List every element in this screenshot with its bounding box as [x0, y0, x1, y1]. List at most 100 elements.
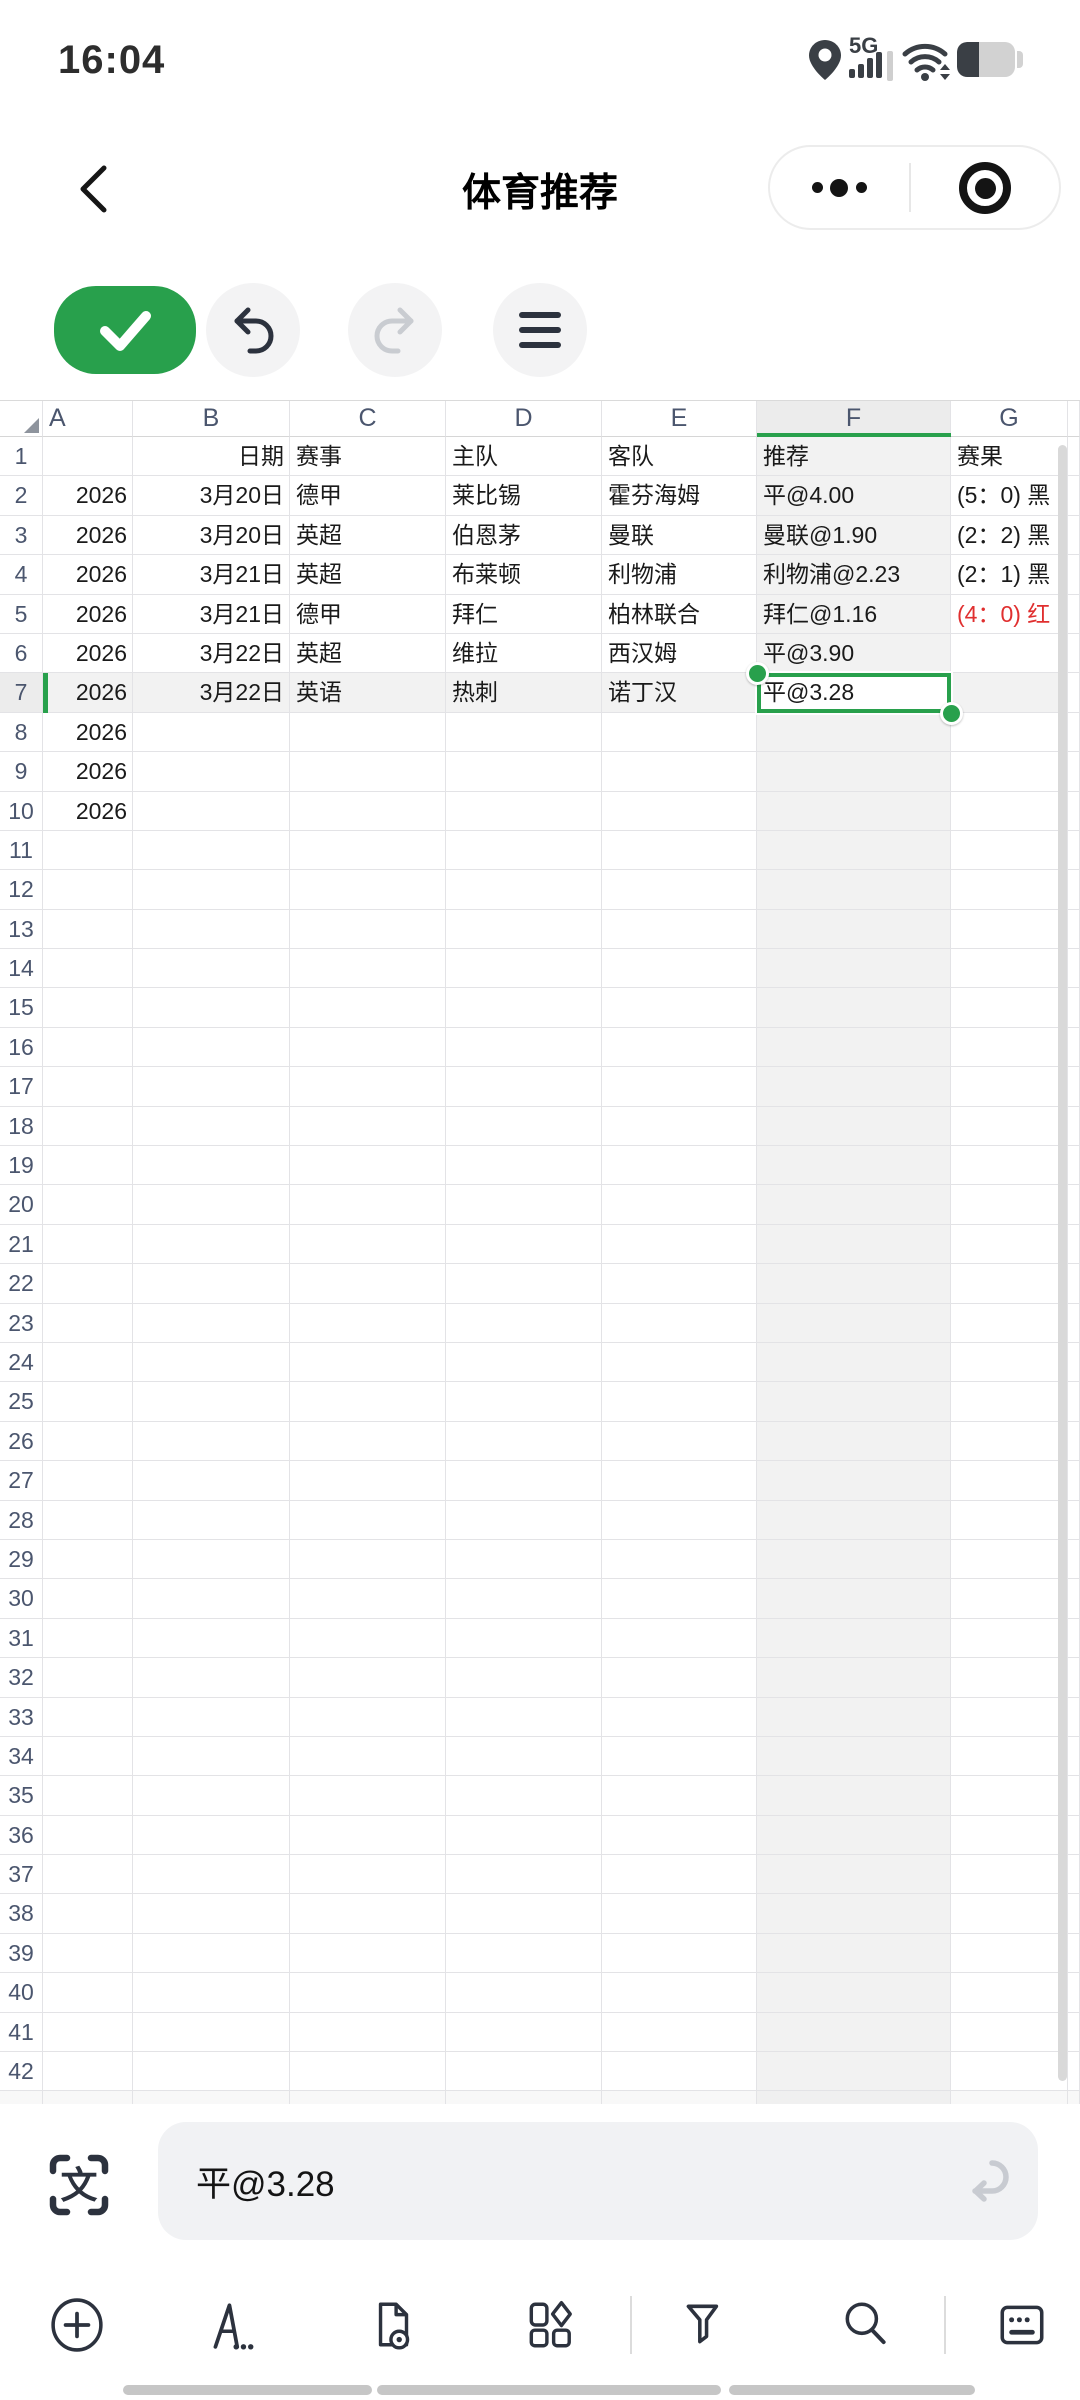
cell-G23[interactable] [951, 1303, 1068, 1343]
cell-B27[interactable] [133, 1461, 290, 1501]
cell-F6[interactable]: 平@3.90 [757, 633, 951, 674]
cell-D40[interactable] [446, 1973, 602, 2013]
cell-C37[interactable] [290, 1855, 446, 1895]
cell-B25[interactable] [133, 1382, 290, 1422]
cell-G30[interactable] [951, 1579, 1068, 1619]
cell-C15[interactable] [290, 988, 446, 1028]
row-header-16[interactable]: 16 [0, 1027, 43, 1068]
font-format-button[interactable] [204, 2298, 258, 2357]
cell-C19[interactable] [290, 1146, 446, 1186]
cell-A28[interactable] [43, 1500, 133, 1540]
cell-F39[interactable] [757, 1933, 951, 1974]
cell-D25[interactable] [446, 1382, 602, 1422]
cell-A35[interactable] [43, 1776, 133, 1816]
cell-D27[interactable] [446, 1461, 602, 1501]
cell-G40[interactable] [951, 1973, 1068, 2013]
column-header-F[interactable]: F [757, 401, 951, 437]
cell-A32[interactable] [43, 1658, 133, 1698]
column-header-C[interactable]: C [290, 401, 446, 437]
close-miniprogram-button[interactable] [959, 162, 1011, 214]
cell-C22[interactable] [290, 1264, 446, 1304]
cell-B12[interactable] [133, 870, 290, 910]
cell-F5[interactable]: 拜仁@1.16 [757, 594, 951, 634]
cell-F21[interactable] [757, 1224, 951, 1265]
cell-E30[interactable] [602, 1579, 757, 1619]
cell-E17[interactable] [602, 1067, 757, 1107]
cell-D37[interactable] [446, 1855, 602, 1895]
cell-E2[interactable]: 霍芬海姆 [602, 476, 757, 516]
cell-F22[interactable] [757, 1264, 951, 1304]
cell-G17[interactable] [951, 1067, 1068, 1107]
cell-E16[interactable] [602, 1027, 757, 1068]
row-header-11[interactable]: 11 [0, 830, 43, 871]
cell-E22[interactable] [602, 1264, 757, 1304]
cell-E38[interactable] [602, 1894, 757, 1934]
cell-E41[interactable] [602, 2012, 757, 2053]
cell-B42[interactable] [133, 2052, 290, 2092]
cell-G37[interactable] [951, 1855, 1068, 1895]
cell-F17[interactable] [757, 1067, 951, 1107]
row-header-38[interactable]: 38 [0, 1894, 43, 1934]
cell-C12[interactable] [290, 870, 446, 910]
cell-D34[interactable] [446, 1736, 602, 1777]
cell-F20[interactable] [757, 1185, 951, 1225]
cell-C9[interactable] [290, 752, 446, 792]
cell-G34[interactable] [951, 1736, 1068, 1777]
cell-E18[interactable] [602, 1106, 757, 1147]
cell-A11[interactable] [43, 830, 133, 871]
cell-C16[interactable] [290, 1027, 446, 1068]
cell-D9[interactable] [446, 752, 602, 792]
column-header-G[interactable]: G [951, 401, 1068, 437]
cell-F38[interactable] [757, 1894, 951, 1934]
cell-B17[interactable] [133, 1067, 290, 1107]
cell-A18[interactable] [43, 1106, 133, 1147]
cell-G38[interactable] [951, 1894, 1068, 1934]
cell-E36[interactable] [602, 1815, 757, 1856]
cell-D4[interactable]: 布莱顿 [446, 555, 602, 595]
search-button[interactable] [839, 2298, 893, 2357]
cell-A38[interactable] [43, 1894, 133, 1934]
cell-B40[interactable] [133, 1973, 290, 2013]
cell-A13[interactable] [43, 909, 133, 950]
cell-G5[interactable]: (4：0) 红 [951, 594, 1068, 634]
cell-G24[interactable] [951, 1342, 1068, 1383]
cell-E35[interactable] [602, 1776, 757, 1816]
cell-A19[interactable] [43, 1146, 133, 1186]
cell-C43[interactable] [290, 2091, 446, 2104]
cell-D43[interactable] [446, 2091, 602, 2104]
cell-G42[interactable] [951, 2052, 1068, 2092]
cell-C1[interactable]: 赛事 [290, 437, 446, 477]
cell-A15[interactable] [43, 988, 133, 1028]
cell-A2[interactable]: 2026 [43, 476, 133, 516]
cell-B38[interactable] [133, 1894, 290, 1934]
cell-G11[interactable] [951, 830, 1068, 871]
cell-A42[interactable] [43, 2052, 133, 2092]
cell-A9[interactable]: 2026 [43, 752, 133, 792]
cell-F25[interactable] [757, 1382, 951, 1422]
cell-A40[interactable] [43, 1973, 133, 2013]
selection-handle-bottom-right[interactable] [940, 701, 963, 725]
cell-E37[interactable] [602, 1855, 757, 1895]
cell-D28[interactable] [446, 1500, 602, 1540]
cell-D26[interactable] [446, 1421, 602, 1462]
cell-C18[interactable] [290, 1106, 446, 1147]
cell-E3[interactable]: 曼联 [602, 515, 757, 556]
column-header-B[interactable]: B [133, 401, 290, 437]
cell-F41[interactable] [757, 2012, 951, 2053]
cell-A33[interactable] [43, 1697, 133, 1737]
cell-C10[interactable] [290, 791, 446, 831]
cell-B21[interactable] [133, 1224, 290, 1265]
cell-D6[interactable]: 维拉 [446, 633, 602, 674]
cell-G43[interactable] [951, 2091, 1068, 2104]
cell-C34[interactable] [290, 1736, 446, 1777]
cell-G2[interactable]: (5：0) 黑 [951, 476, 1068, 516]
cell-G3[interactable]: (2：2) 黑 [951, 515, 1068, 556]
cell-E8[interactable] [602, 712, 757, 753]
cell-E14[interactable] [602, 949, 757, 989]
cell-F37[interactable] [757, 1855, 951, 1895]
cell-D31[interactable] [446, 1618, 602, 1659]
cell-C29[interactable] [290, 1539, 446, 1580]
cell-B8[interactable] [133, 712, 290, 753]
row-header-19[interactable]: 19 [0, 1146, 43, 1186]
cell-D7[interactable]: 热刺 [446, 673, 602, 713]
